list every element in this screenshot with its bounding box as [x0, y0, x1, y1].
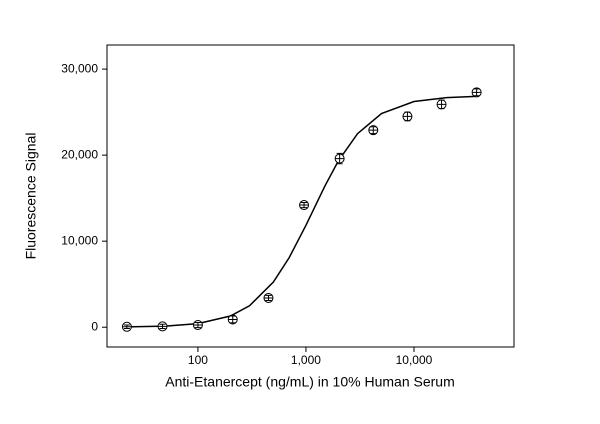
error-bar [299, 201, 309, 209]
error-bar [472, 88, 482, 97]
error-bar [122, 324, 132, 330]
error-bar [402, 111, 412, 122]
x-tick-label: 100 [188, 353, 208, 367]
error-bar [228, 315, 238, 324]
x-tick-label: 1,000 [291, 353, 321, 367]
y-tick-label: 0 [91, 319, 98, 333]
y-tick-label: 30,000 [61, 61, 98, 75]
y-axis-label: Fluorescence Signal [23, 133, 39, 260]
error-bar [437, 99, 447, 110]
y-tick-label: 10,000 [61, 233, 98, 247]
y-tick-label: 20,000 [61, 147, 98, 161]
error-bar [335, 152, 345, 165]
plot-frame [106, 44, 515, 348]
error-bar [263, 294, 273, 302]
error-bar [157, 323, 167, 330]
error-bar [193, 321, 203, 329]
fit-curve [122, 95, 480, 328]
x-axis-label: Anti-Etanercept (ng/mL) in 10% Human Ser… [165, 374, 454, 390]
error-bar [368, 126, 378, 135]
x-tick-label: 10,000 [396, 353, 433, 367]
